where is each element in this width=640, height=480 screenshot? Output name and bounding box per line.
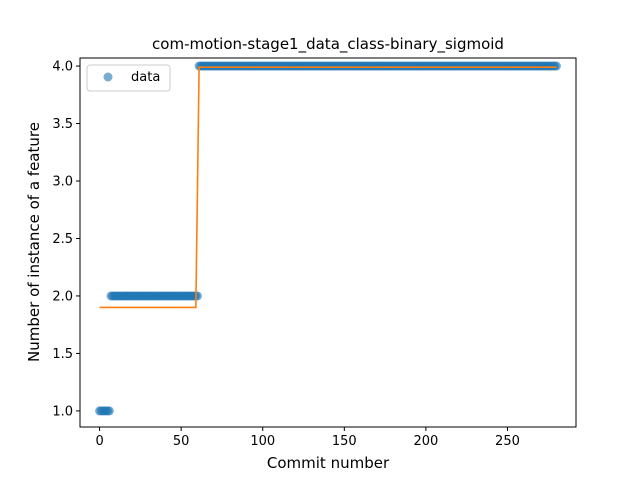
axes-frame	[79, 57, 577, 428]
data-point	[192, 291, 202, 301]
data-point	[104, 406, 114, 416]
plot-area	[95, 61, 561, 416]
x-tick-label: 200	[413, 434, 438, 449]
x-tick-label: 50	[173, 434, 190, 449]
y-tick-label: 2.5	[52, 232, 73, 247]
chart-title: com-motion-stage1_data_class-binary_sigm…	[152, 35, 504, 54]
legend-label: data	[131, 70, 160, 85]
y-tick-label: 4.0	[52, 60, 73, 75]
x-axis-label: Commit number	[267, 454, 390, 472]
legend: data	[86, 64, 171, 92]
data-point	[551, 61, 561, 71]
legend-marker	[103, 72, 113, 82]
y-axis: 1.0 1.5 2.0 2.5 3.0 3.5 4.0	[52, 60, 80, 419]
fit-line	[99, 66, 557, 309]
y-tick-label: 3.0	[52, 175, 73, 190]
x-tick-label: 150	[332, 434, 357, 449]
x-axis: 0 50 100 150 200 250	[95, 427, 520, 449]
legend-box	[86, 64, 171, 92]
y-tick-label: 2.0	[52, 289, 73, 304]
x-tick-label: 0	[95, 434, 103, 449]
x-tick-label: 100	[250, 434, 275, 449]
y-tick-label: 1.0	[52, 404, 73, 419]
y-tick-label: 1.5	[52, 347, 73, 362]
y-axis-label: Number of instance of a feature	[25, 122, 43, 362]
x-tick-label: 250	[495, 434, 520, 449]
y-tick-label: 3.5	[52, 117, 73, 132]
